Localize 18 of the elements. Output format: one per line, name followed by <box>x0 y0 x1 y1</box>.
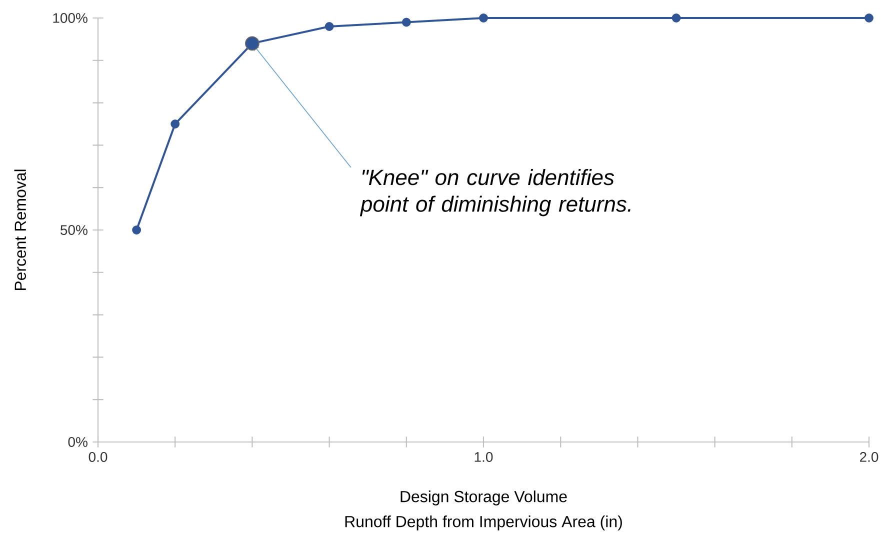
point <box>132 226 142 234</box>
point <box>170 120 180 128</box>
y-tick-label: 100% <box>53 13 88 23</box>
x-tick-label: 1.0 <box>474 452 493 462</box>
point <box>864 14 874 22</box>
y-tick-label: 50% <box>60 225 88 235</box>
point <box>479 14 488 22</box>
x-tick-label: 0.0 <box>88 452 108 462</box>
point <box>245 36 260 51</box>
y-tick-label: 0% <box>68 437 88 447</box>
x-axis-title: Design Storage Volume <box>400 490 567 506</box>
text: Runoff Depth from Impervious Area (in) <box>345 516 622 530</box>
point <box>324 22 334 31</box>
point <box>672 14 681 22</box>
annotation: "Knee" on curve identifies point of diminishing returns. <box>360 169 630 216</box>
point <box>402 18 411 27</box>
y-axis-title: Percent Removal <box>14 170 26 290</box>
x-tick-label: 2.0 <box>860 452 878 462</box>
